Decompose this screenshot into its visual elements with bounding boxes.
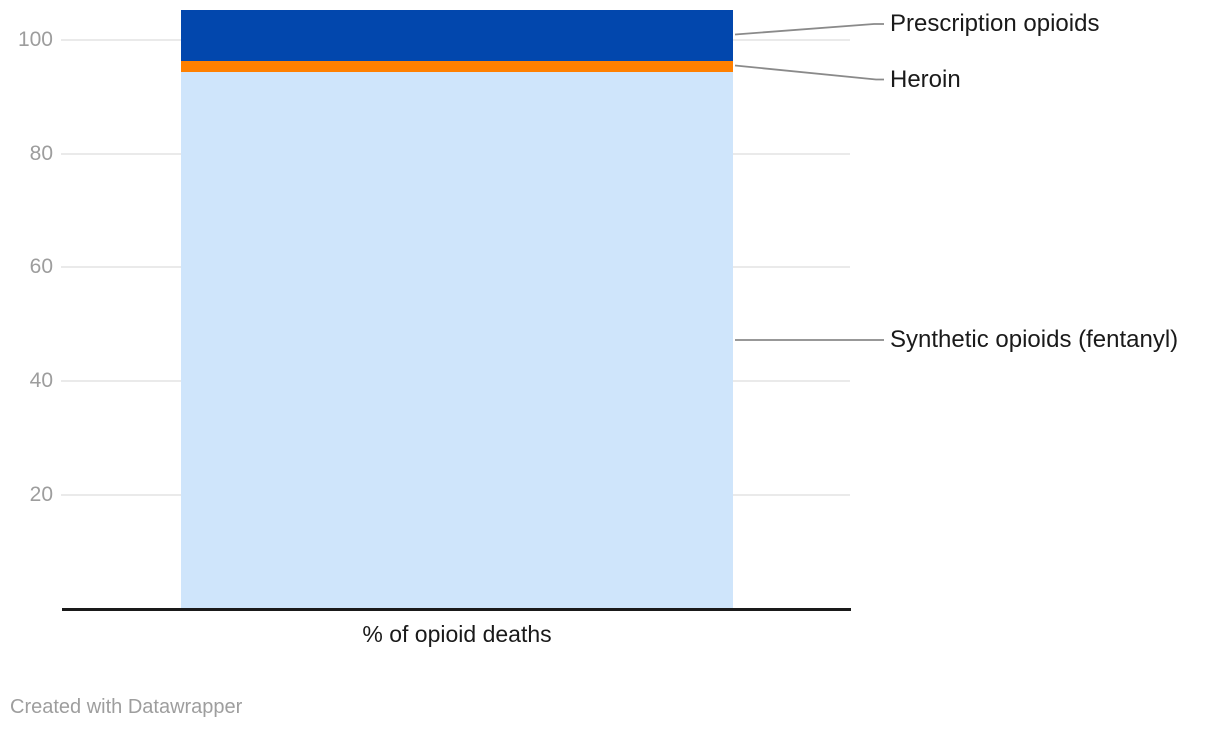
callout-line-prescription-opioids [734, 23, 884, 36]
y-tick-label: 40 [29, 369, 53, 393]
x-axis-label: % of opioid deaths [362, 621, 552, 647]
bar-segment-prescription-opioids[interactable] [181, 9, 733, 61]
callout-line-heroin [734, 64, 884, 81]
series-label-prescription-opioids: Prescription opioids [890, 10, 1100, 37]
series-label-heroin: Heroin [890, 66, 961, 93]
series-label-synthetic-opioids: Synthetic opioids (fentanyl) [890, 326, 1179, 353]
y-tick-label: 100 [17, 27, 53, 51]
bar-segment-heroin[interactable] [181, 60, 733, 72]
y-tick-label: 20 [29, 483, 53, 507]
datawrapper-credit-link[interactable]: Created with Datawrapper [10, 696, 243, 718]
stacked-bar [181, 9, 733, 609]
x-axis-line [62, 608, 851, 611]
y-tick-label: 80 [29, 141, 53, 165]
y-tick-label: 60 [29, 255, 53, 279]
bar-segment-synthetic-opioids[interactable] [181, 71, 733, 609]
